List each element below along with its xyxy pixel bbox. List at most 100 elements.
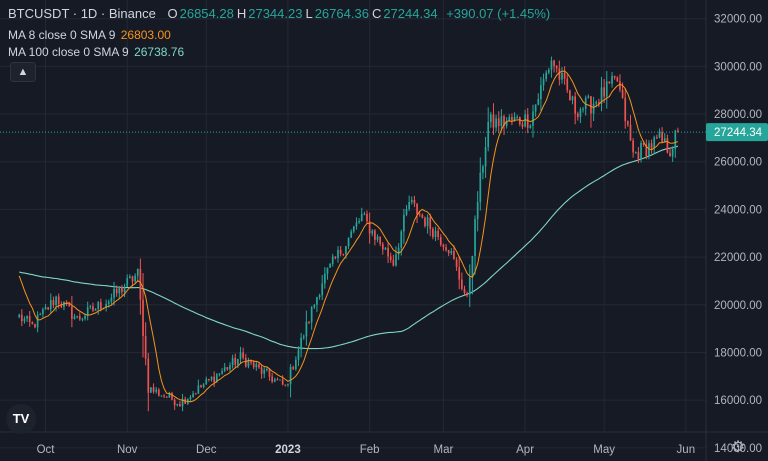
candle-down [521, 124, 524, 127]
candle-up [611, 75, 613, 84]
candle-up [529, 125, 532, 128]
chevron-up-icon: ▲ [17, 66, 29, 78]
candle-down [421, 214, 424, 218]
candle-up [489, 114, 492, 123]
ohlc-l-value: 26764.36 [314, 6, 369, 21]
candle-up [674, 130, 677, 149]
candle-down [65, 301, 68, 304]
candle-down [60, 303, 63, 307]
candle-up [323, 273, 326, 284]
candle-up [479, 172, 482, 203]
candle-up [410, 200, 413, 202]
tradingview-logo-icon[interactable]: TV [6, 404, 36, 434]
candle-up [239, 352, 242, 359]
candle-up [600, 87, 603, 104]
candle-down [608, 81, 611, 84]
candle-down [661, 132, 663, 143]
candle-down [439, 237, 442, 245]
candle-up [313, 304, 316, 308]
legend-ma8[interactable]: MA 8 close 0 SMA 9 26803.00 [8, 28, 173, 42]
candle-up [355, 222, 358, 227]
x-tick-label: Jun [677, 444, 696, 456]
candle-up [471, 255, 474, 278]
candle-up [221, 370, 223, 374]
x-tick-label: Dec [196, 444, 217, 456]
candle-up [434, 230, 437, 238]
candle-down [466, 292, 468, 295]
candle-up [605, 81, 608, 97]
candle-down [171, 393, 173, 400]
candle-down [142, 299, 144, 336]
candle-down [629, 124, 632, 141]
candle-up [266, 369, 268, 371]
candle-down [163, 395, 165, 397]
candle-up [505, 121, 508, 126]
candle-up [302, 336, 305, 338]
candle-up [97, 302, 100, 309]
candle-up [450, 251, 453, 254]
candle-down [437, 230, 439, 238]
candle-up [579, 109, 582, 118]
gear-icon[interactable]: ⚙ [730, 439, 746, 456]
candle-up [537, 99, 540, 105]
ohlc-o-label: O [167, 6, 178, 21]
candle-down [553, 60, 555, 67]
candle-down [381, 243, 384, 250]
candle-up [653, 137, 656, 149]
candle-up [318, 295, 321, 298]
candle-up [397, 247, 400, 255]
collapse-legend-button[interactable]: ▲ [10, 62, 36, 82]
candle-up [468, 277, 471, 295]
candle-up [482, 166, 484, 173]
candle-down [250, 360, 252, 363]
candle-down [258, 364, 260, 368]
candle-up [150, 387, 152, 393]
candle-down [57, 296, 60, 304]
candle-down [526, 114, 529, 128]
y-tick-label: 30000.00 [714, 61, 762, 73]
x-tick-label: Nov [117, 444, 138, 456]
candle-up [134, 275, 136, 282]
candle-up [44, 307, 47, 310]
candle-up [23, 318, 26, 322]
candle-up [384, 247, 387, 250]
candle-up [181, 398, 184, 407]
symbol-label: BTCUSDT · 1D · Binance [8, 6, 156, 21]
candle-down [31, 322, 34, 325]
candle-up [648, 143, 650, 156]
legend-symbol-row: BTCUSDT · 1D · Binance O 26854.28 H 27344.2… [8, 6, 552, 21]
candle-down [650, 143, 653, 149]
candle-up [337, 249, 339, 259]
candle-down [366, 213, 368, 222]
candle-down [308, 321, 310, 323]
candle-up [347, 237, 350, 247]
candle-up [176, 403, 179, 406]
candle-down [194, 393, 197, 395]
candle-up [587, 96, 590, 98]
candle-up [540, 85, 542, 100]
ma8-line [18, 70, 679, 403]
ohlc-h-value: 27344.23 [248, 6, 303, 21]
candle-up [321, 283, 324, 296]
price-tag-box [706, 123, 768, 142]
candle-down [619, 81, 621, 90]
candle-up [73, 316, 76, 319]
candle-down [121, 287, 123, 292]
x-tick-label: Mar [434, 444, 454, 456]
ma100-label: MA 100 close 0 SMA 9 [8, 45, 129, 59]
candle-down [576, 113, 579, 118]
candle-up [405, 209, 408, 215]
legend-ma100[interactable]: MA 100 close 0 SMA 9 26738.76 [8, 45, 186, 59]
candle-down [569, 90, 571, 101]
candle-up [524, 114, 526, 127]
candle-up [255, 364, 258, 368]
candle-down [574, 96, 577, 114]
candle-down [503, 116, 505, 126]
candle-down [268, 369, 271, 377]
x-tick-label: May [593, 444, 615, 456]
candle-down [281, 379, 284, 385]
candle-up [287, 384, 289, 386]
candle-up [42, 309, 44, 315]
